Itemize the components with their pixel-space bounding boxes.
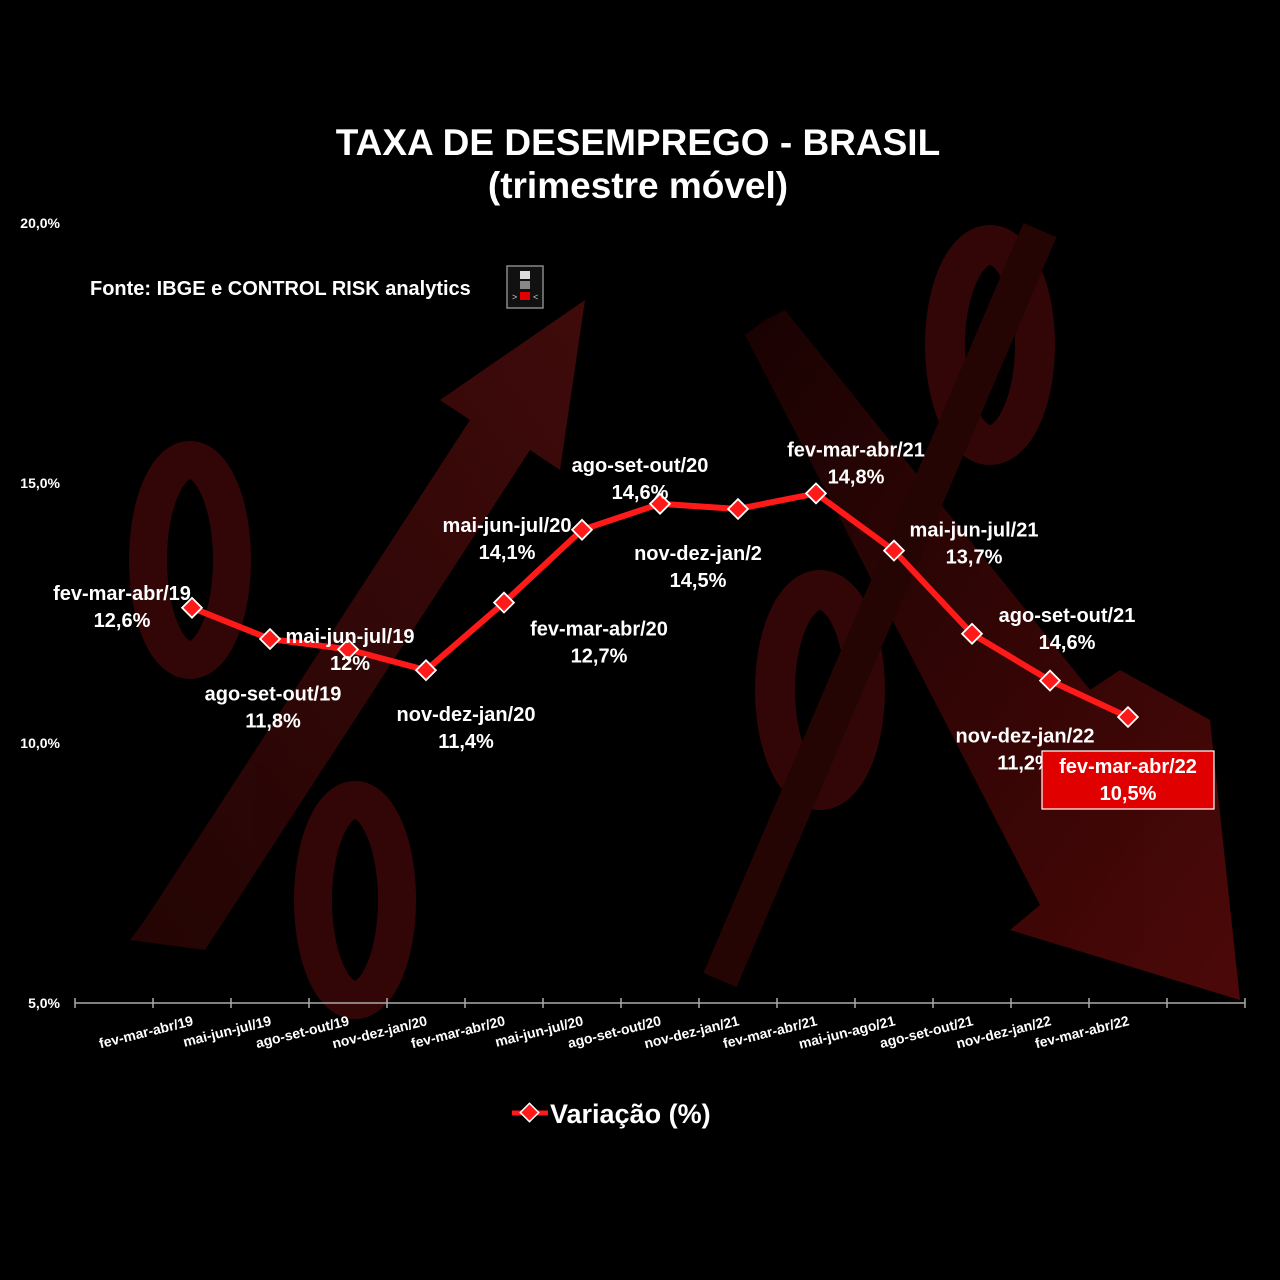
data-label-period: nov-dez-jan/20 [397, 704, 536, 726]
data-point [960, 622, 984, 645]
data-label-period: ago-set-out/21 [999, 605, 1136, 627]
data-point [180, 596, 204, 619]
data-point [804, 482, 828, 505]
data-label-period: ago-set-out/20 [572, 455, 709, 477]
data-point [648, 492, 672, 515]
series-line [180, 482, 1140, 729]
data-point [492, 591, 516, 614]
arrow-up-icon [130, 300, 585, 950]
x-tick-label: fev-mar-abr/19 [97, 1012, 195, 1051]
data-label-value: 11,4% [438, 731, 494, 753]
data-labels: fev-mar-abr/19 12,6% mai-jun-jul/19 12% ago-… [53, 439, 1215, 810]
svg-text:>: > [512, 292, 517, 302]
data-label-period: ago-set-out/19 [205, 683, 342, 705]
arrow-down-icon [745, 310, 1240, 1000]
data-label-period: fev-mar-abr/20 [530, 619, 668, 641]
legend-label: Variação (%) [550, 1099, 711, 1129]
data-label-value: 11,2% [997, 753, 1053, 775]
data-label-period: mai-jun-jul/19 [286, 626, 415, 648]
legend: Variação (%) [512, 1099, 711, 1129]
data-label-value: 12,7% [571, 646, 628, 668]
chart-subtitle: (trimestre móvel) [488, 165, 788, 206]
data-label-value: 12,6% [94, 610, 151, 632]
y-axis: 5,0% 10,0% 15,0% 20,0% [20, 215, 60, 1011]
data-point [726, 497, 750, 521]
control-risk-logo-icon: > < [506, 265, 544, 309]
svg-text:<: < [533, 292, 538, 302]
source-note: Fonte: IBGE e CONTROL RISK analytics [90, 278, 471, 300]
data-point [336, 638, 360, 661]
data-label-value: 13,7% [946, 547, 1003, 569]
data-point [414, 659, 438, 682]
data-point [882, 539, 906, 562]
data-label-period: fev-mar-abr/21 [787, 439, 925, 461]
data-label-period: nov-dez-jan/22 [956, 726, 1095, 748]
data-point [258, 627, 282, 651]
data-label-period: mai-jun-jul/20 [443, 515, 572, 537]
data-point [570, 518, 594, 541]
data-label-value: 14,6% [612, 482, 669, 504]
data-label-value: 14,6% [1039, 632, 1096, 654]
background-decoration [129, 222, 1240, 1019]
data-label-value: 14,8% [828, 466, 885, 488]
data-label-period: nov-dez-jan/2 [634, 543, 762, 565]
data-label-value: 11,8% [245, 710, 301, 732]
data-point [1116, 705, 1140, 729]
data-label-period: fev-mar-abr/19 [53, 583, 191, 605]
y-tick-label: 5,0% [28, 995, 60, 1011]
x-axis: fev-mar-abr/19mai-jun-jul/19ago-set-out/… [74, 998, 1246, 1052]
chart-title: TAXA DE DESEMPREGO - BRASIL [336, 122, 940, 163]
highlight-label-box [1041, 750, 1215, 810]
y-tick-label: 10,0% [20, 735, 60, 751]
y-tick-label: 15,0% [20, 475, 60, 491]
data-label-value: 10,5% [1100, 783, 1157, 805]
data-label-value: 14,5% [670, 570, 727, 592]
data-label-value: 12% [330, 653, 370, 675]
data-label-period: fev-mar-abr/22 [1059, 756, 1197, 778]
data-label-value: 14,1% [479, 542, 536, 564]
data-point [1038, 669, 1062, 692]
legend-marker [519, 1102, 540, 1123]
y-tick-label: 20,0% [20, 215, 60, 231]
data-label-period: mai-jun-jul/21 [910, 520, 1039, 542]
percent-left-icon [129, 441, 416, 1019]
